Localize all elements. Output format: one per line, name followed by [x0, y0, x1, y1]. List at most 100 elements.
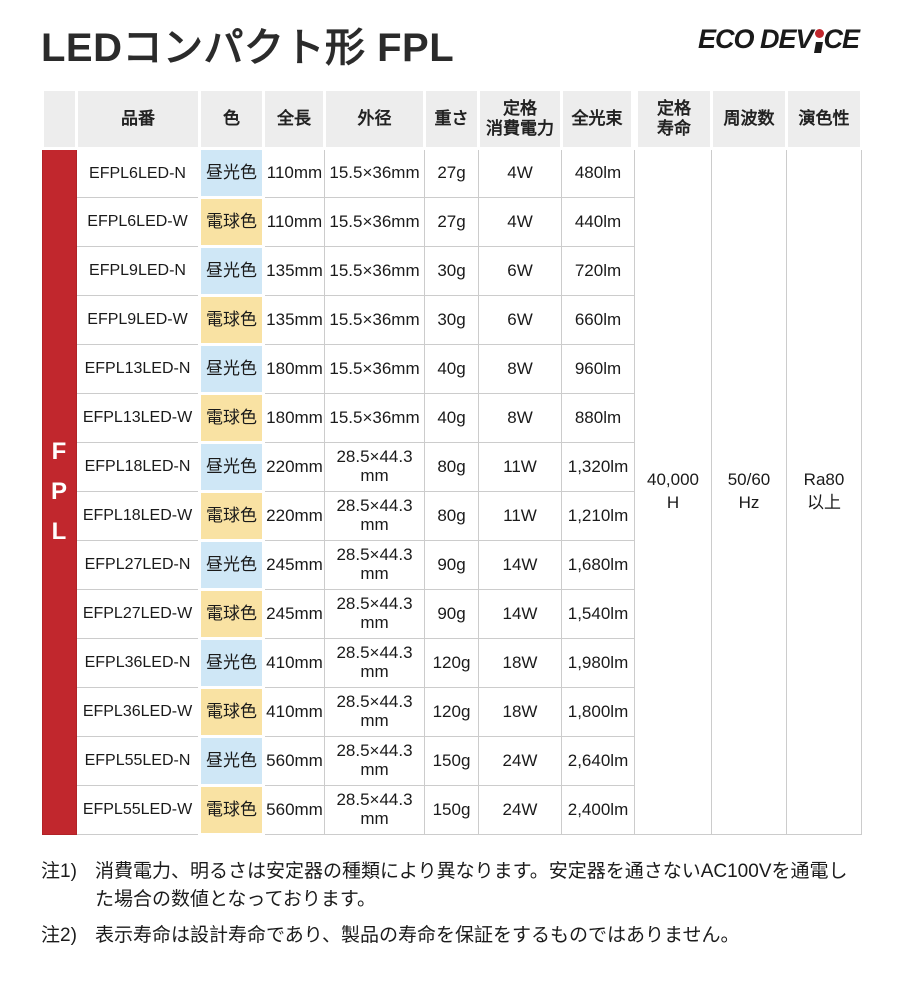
cell-flux: 1,540lm [561, 589, 635, 639]
col-header-color: 色 [198, 88, 265, 150]
cell-model: EFPL55LED-N [76, 736, 200, 786]
cell-color: 電球色 [198, 196, 265, 248]
cell-length: 110mm [263, 197, 325, 247]
cell-flux: 2,640lm [561, 736, 635, 786]
cell-length: 110mm [263, 148, 325, 198]
cell-power: 14W [478, 540, 562, 590]
cell-model: EFPL6LED-W [76, 197, 200, 247]
cell-diameter: 28.5×44.3 mm [324, 687, 425, 737]
table-row: EFPL13LED-W 電球色 180mm 15.5×36mm 40g 8W 8… [43, 392, 862, 444]
cell-diameter: 28.5×44.3 mm [324, 540, 425, 590]
cell-model: EFPL36LED-W [76, 687, 200, 737]
col-header-flux: 全光束 [560, 88, 636, 150]
cell-color: 昼光色 [198, 441, 265, 493]
cell-rendering: Ra80 以上 [786, 148, 862, 835]
cell-length: 560mm [263, 736, 325, 786]
cell-length: 220mm [263, 491, 325, 541]
cell-diameter: 15.5×36mm [324, 197, 425, 247]
cell-weight: 27g [424, 148, 479, 198]
cell-color: 電球色 [198, 392, 265, 444]
col-header-power: 定格 消費電力 [477, 88, 563, 150]
side-label-fpl: F P L [50, 437, 68, 546]
cell-color: 電球色 [198, 490, 265, 542]
cell-weight: 40g [424, 344, 479, 394]
cell-diameter: 15.5×36mm [324, 344, 425, 394]
cell-diameter: 28.5×44.3 mm [324, 589, 425, 639]
table-row: EFPL55LED-W 電球色 560mm 28.5×44.3 mm 150g … [43, 784, 862, 836]
cell-power: 24W [478, 785, 562, 835]
cell-model: EFPL27LED-N [76, 540, 200, 590]
table-row: EFPL9LED-W 電球色 135mm 15.5×36mm 30g 6W 66… [43, 294, 862, 346]
cell-model: EFPL9LED-N [76, 246, 200, 296]
header-row: 品番 色 全長 外径 重さ 定格 消費電力 全光束 定格 寿命 周波数 演色性 [41, 88, 863, 150]
cell-power: 6W [478, 246, 562, 296]
table-row: EFPL18LED-W 電球色 220mm 28.5×44.3 mm 80g 1… [43, 490, 862, 542]
cell-length: 135mm [263, 295, 325, 345]
logo-bulb-i-icon [812, 29, 825, 55]
page-title: LEDコンパクト形 FPL [41, 26, 455, 70]
cell-flux: 440lm [561, 197, 635, 247]
note-2: 注2) 表示寿命は設計寿命であり、製品の寿命を保証をするものではありません。 [41, 922, 859, 950]
cell-length: 180mm [263, 344, 325, 394]
cell-model: EFPL36LED-N [76, 638, 200, 688]
cell-flux: 1,210lm [561, 491, 635, 541]
cell-weight: 90g [424, 589, 479, 639]
cell-flux: 660lm [561, 295, 635, 345]
cell-color: 昼光色 [198, 735, 265, 787]
cell-power: 8W [478, 393, 562, 443]
cell-weight: 80g [424, 491, 479, 541]
note-2-text: 表示寿命は設計寿命であり、製品の寿命を保証をするものではありません。 [95, 925, 740, 947]
table-row: EFPL13LED-N 昼光色 180mm 15.5×36mm 40g 8W 9… [43, 343, 862, 395]
note-1: 注1) 消費電力、明るさは安定器の種類により異なります。安定器を通さないAC10… [41, 858, 859, 913]
cell-power: 24W [478, 736, 562, 786]
cell-frequency: 50/60 Hz [711, 148, 787, 835]
table-row: EFPL27LED-N 昼光色 245mm 28.5×44.3 mm 90g 1… [43, 539, 862, 591]
company-logo: ECO DEV CE [698, 24, 860, 55]
cell-length: 135mm [263, 246, 325, 296]
cell-length: 180mm [263, 393, 325, 443]
logo-i-stem [814, 42, 824, 53]
cell-lifetime: 40,000 H [634, 148, 712, 835]
cell-model: EFPL18LED-N [76, 442, 200, 492]
cell-diameter: 28.5×44.3 mm [324, 491, 425, 541]
note-1-text: 消費電力、明るさは安定器の種類により異なります。安定器を通さないAC100Vを通… [95, 861, 848, 910]
spec-table: 品番 色 全長 外径 重さ 定格 消費電力 全光束 定格 寿命 周波数 演色性 … [41, 88, 863, 836]
cell-length: 560mm [263, 785, 325, 835]
cell-flux: 720lm [561, 246, 635, 296]
cell-diameter: 15.5×36mm [324, 295, 425, 345]
col-header-diameter: 外径 [323, 88, 426, 150]
cell-weight: 150g [424, 736, 479, 786]
corner-cell [41, 88, 78, 150]
logo-text-post: CE [823, 24, 860, 54]
cell-power: 4W [478, 148, 562, 198]
cell-color: 電球色 [198, 784, 265, 836]
cell-diameter: 15.5×36mm [324, 148, 425, 198]
cell-diameter: 28.5×44.3 mm [324, 785, 425, 835]
cell-color: 電球色 [198, 588, 265, 640]
cell-flux: 2,400lm [561, 785, 635, 835]
cell-color: 電球色 [198, 294, 265, 346]
table-row: EFPL36LED-W 電球色 410mm 28.5×44.3 mm 120g … [43, 686, 862, 738]
table-row: F P L EFPL6LED-N 昼光色 110mm 15.5×36mm 27g… [42, 147, 862, 835]
col-header-weight: 重さ [423, 88, 480, 150]
note-1-prefix: 注1) [41, 861, 77, 882]
cell-model: EFPL13LED-W [76, 393, 200, 443]
cell-power: 11W [478, 442, 562, 492]
col-header-rendering: 演色性 [785, 88, 863, 150]
cell-weight: 40g [424, 393, 479, 443]
note-2-prefix: 注2) [41, 925, 77, 947]
cell-weight: 80g [424, 442, 479, 492]
cell-diameter: 28.5×44.3 mm [324, 736, 425, 786]
cell-weight: 27g [424, 197, 479, 247]
cell-length: 245mm [263, 589, 325, 639]
cell-power: 14W [478, 589, 562, 639]
table-row: EFPL27LED-W 電球色 245mm 28.5×44.3 mm 90g 1… [43, 588, 862, 640]
cell-model: EFPL18LED-W [76, 491, 200, 541]
cell-color: 昼光色 [198, 147, 265, 199]
cell-model: EFPL27LED-W [76, 589, 200, 639]
cell-diameter: 28.5×44.3 mm [324, 638, 425, 688]
side-bar-cell: F P L [42, 148, 77, 835]
cell-color: 昼光色 [198, 637, 265, 689]
cell-color: 昼光色 [198, 343, 265, 395]
